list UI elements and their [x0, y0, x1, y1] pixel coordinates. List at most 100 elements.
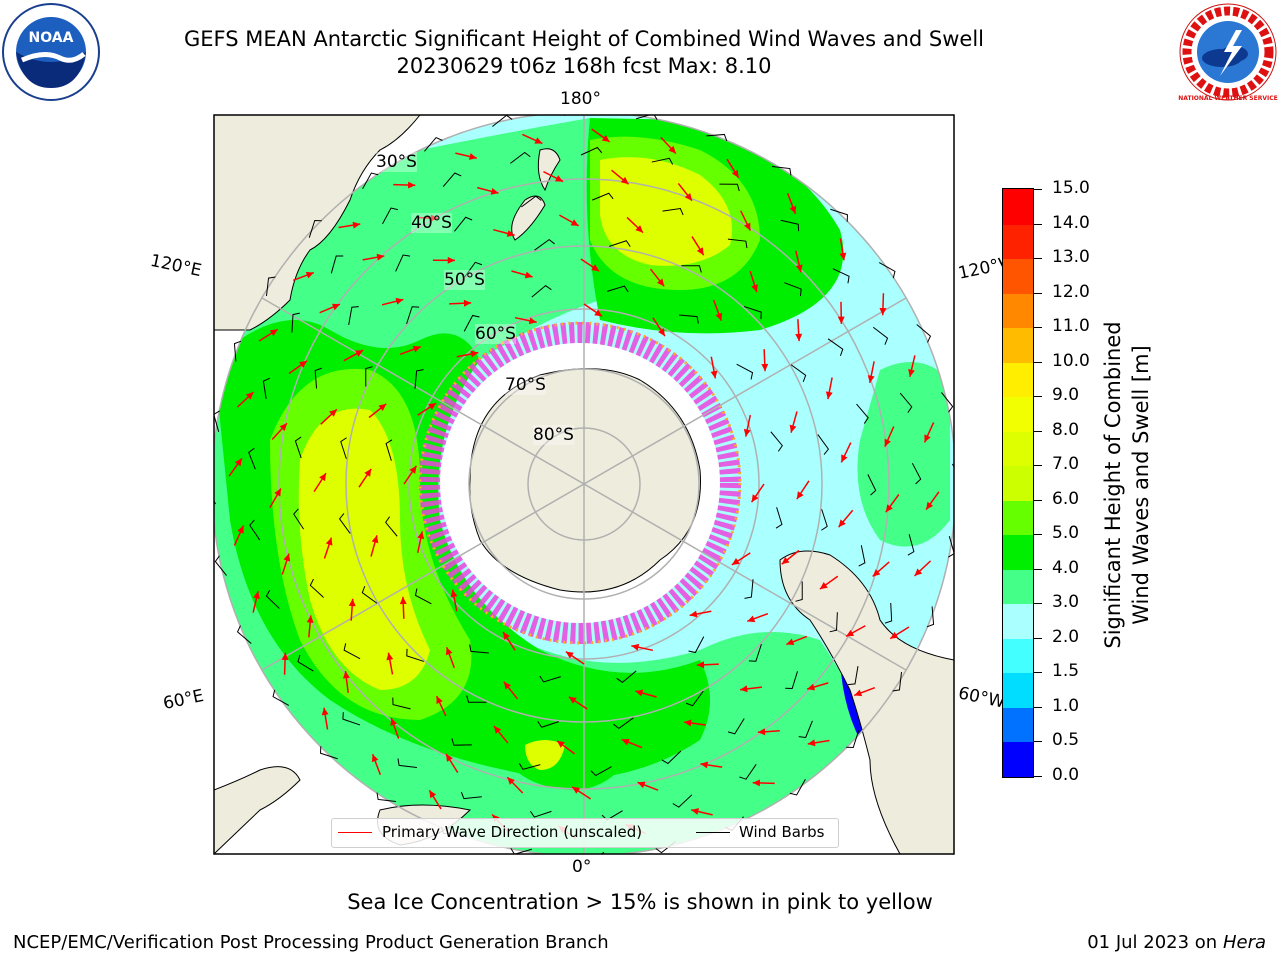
- wind-barb: [460, 791, 482, 800]
- colorbar-tick: [1034, 637, 1042, 639]
- wave-arrow: [845, 625, 866, 638]
- wind-barb: [785, 671, 798, 689]
- wave-arrow: [368, 403, 387, 419]
- wind-barb: [442, 172, 462, 188]
- wave-arrow: [749, 270, 758, 293]
- wind-barb: [534, 238, 555, 251]
- colorbar-segment: [1003, 189, 1033, 225]
- wind-barb: [294, 436, 302, 459]
- wave-arrow: [660, 136, 677, 154]
- wind-barb: [464, 261, 483, 278]
- wave-arrow: [691, 236, 705, 256]
- wave-arrow: [923, 422, 935, 443]
- wave-arrow: [731, 552, 751, 566]
- wind-barb: [343, 643, 361, 660]
- wind-barb: [911, 462, 922, 485]
- wind-barb: [941, 392, 954, 413]
- wind-barb: [613, 717, 634, 730]
- wind-barb: [510, 848, 532, 854]
- colorbar-tick: [1034, 361, 1042, 363]
- wave-arrow: [925, 491, 940, 511]
- wave-arrow: [795, 319, 803, 342]
- wind-barb: [795, 581, 803, 602]
- colorbar-tick: [1034, 499, 1042, 501]
- colorbar-tick-label: 6.0: [1052, 488, 1080, 509]
- wave-arrow: [796, 480, 810, 500]
- wave-arrow: [514, 316, 537, 325]
- wind-barb: [590, 766, 612, 777]
- noaa-logo-text: NOAA: [29, 30, 74, 46]
- wave-arrow: [786, 192, 797, 215]
- colorbar-segment: [1003, 258, 1033, 294]
- colorbar-tick: [1034, 568, 1042, 570]
- wave-arrow: [568, 696, 588, 710]
- wave-arrow: [281, 652, 289, 675]
- wind-barb: [521, 195, 542, 208]
- wind-barb: [314, 367, 322, 389]
- wave-arrow: [403, 465, 418, 485]
- wind-barb: [688, 636, 705, 654]
- colorbar-segment: [1003, 431, 1033, 467]
- wind-barb: [679, 314, 699, 324]
- wave-arrow: [635, 689, 657, 698]
- colorbar-tick: [1034, 741, 1042, 743]
- sea-ice-zone: [419, 322, 741, 644]
- colorbar-tick-label: 8.0: [1052, 419, 1080, 440]
- colorbar-segment: [1003, 293, 1033, 329]
- wave-arrow: [591, 128, 611, 143]
- wind-barb: [858, 545, 866, 567]
- wave-arrow: [559, 214, 580, 227]
- wind-barb: [685, 690, 704, 707]
- wind-barb: [884, 602, 893, 624]
- wind-barb: [832, 268, 850, 284]
- wind-barb: [907, 534, 915, 556]
- wind-barb: [531, 285, 552, 298]
- wave-arrow: [502, 631, 516, 651]
- colorbar-segment: [1003, 672, 1033, 708]
- wave-arrow: [743, 414, 752, 437]
- lon-label-180: 180°: [560, 89, 601, 109]
- wave-arrow: [867, 361, 875, 384]
- colorbar-tick-label: 1.0: [1052, 695, 1080, 716]
- colorbar-title-line1: Significant Height of Combined: [1101, 321, 1125, 649]
- wind-barb: [376, 792, 397, 803]
- colorbar-segment: [1003, 500, 1033, 536]
- colorbar-tick-label: 14.0: [1052, 212, 1090, 233]
- colorbar-tick-label: 7.0: [1052, 454, 1080, 475]
- wind-barb: [899, 392, 913, 413]
- wave-arrow: [689, 610, 712, 618]
- wave-arrow: [445, 647, 456, 669]
- wind-barb: [293, 508, 305, 530]
- noaa-logo: NOAA: [2, 3, 100, 101]
- colorbar-tick-label: 10.0: [1052, 350, 1090, 371]
- wind-barb: [530, 810, 552, 818]
- wind-barb: [798, 720, 813, 739]
- colorbar-tick: [1034, 223, 1042, 225]
- wind-barb: [236, 625, 252, 644]
- wave-arrow: [417, 402, 437, 416]
- wave-direction-legend-label: Primary Wave Direction (unscaled): [382, 823, 643, 841]
- wind-barb: [365, 366, 373, 387]
- colorbar-segment: [1003, 569, 1033, 605]
- wave-arrow: [696, 661, 719, 669]
- wind-barb: [320, 746, 338, 760]
- wind-barb: [338, 513, 351, 534]
- colorbar-segment: [1003, 396, 1033, 432]
- wave-arrow: [819, 575, 839, 590]
- wind-barb: [248, 447, 256, 470]
- wind-barb: [510, 151, 531, 164]
- wind-barb: [406, 648, 425, 662]
- wind-barb: [748, 643, 762, 662]
- wave-arrow: [739, 685, 763, 693]
- wave-arrow: [399, 345, 421, 356]
- wind-barb: [616, 670, 637, 683]
- wave-arrow: [338, 221, 361, 229]
- wind-barb: [330, 255, 344, 274]
- colorbar-segment: [1003, 362, 1033, 398]
- colorbar-tick: [1034, 292, 1042, 294]
- colorbar-tick-label: 9.0: [1052, 385, 1080, 406]
- new-zealand-south: [511, 195, 546, 241]
- wave-arrow: [393, 181, 416, 189]
- wave-arrow: [428, 789, 442, 810]
